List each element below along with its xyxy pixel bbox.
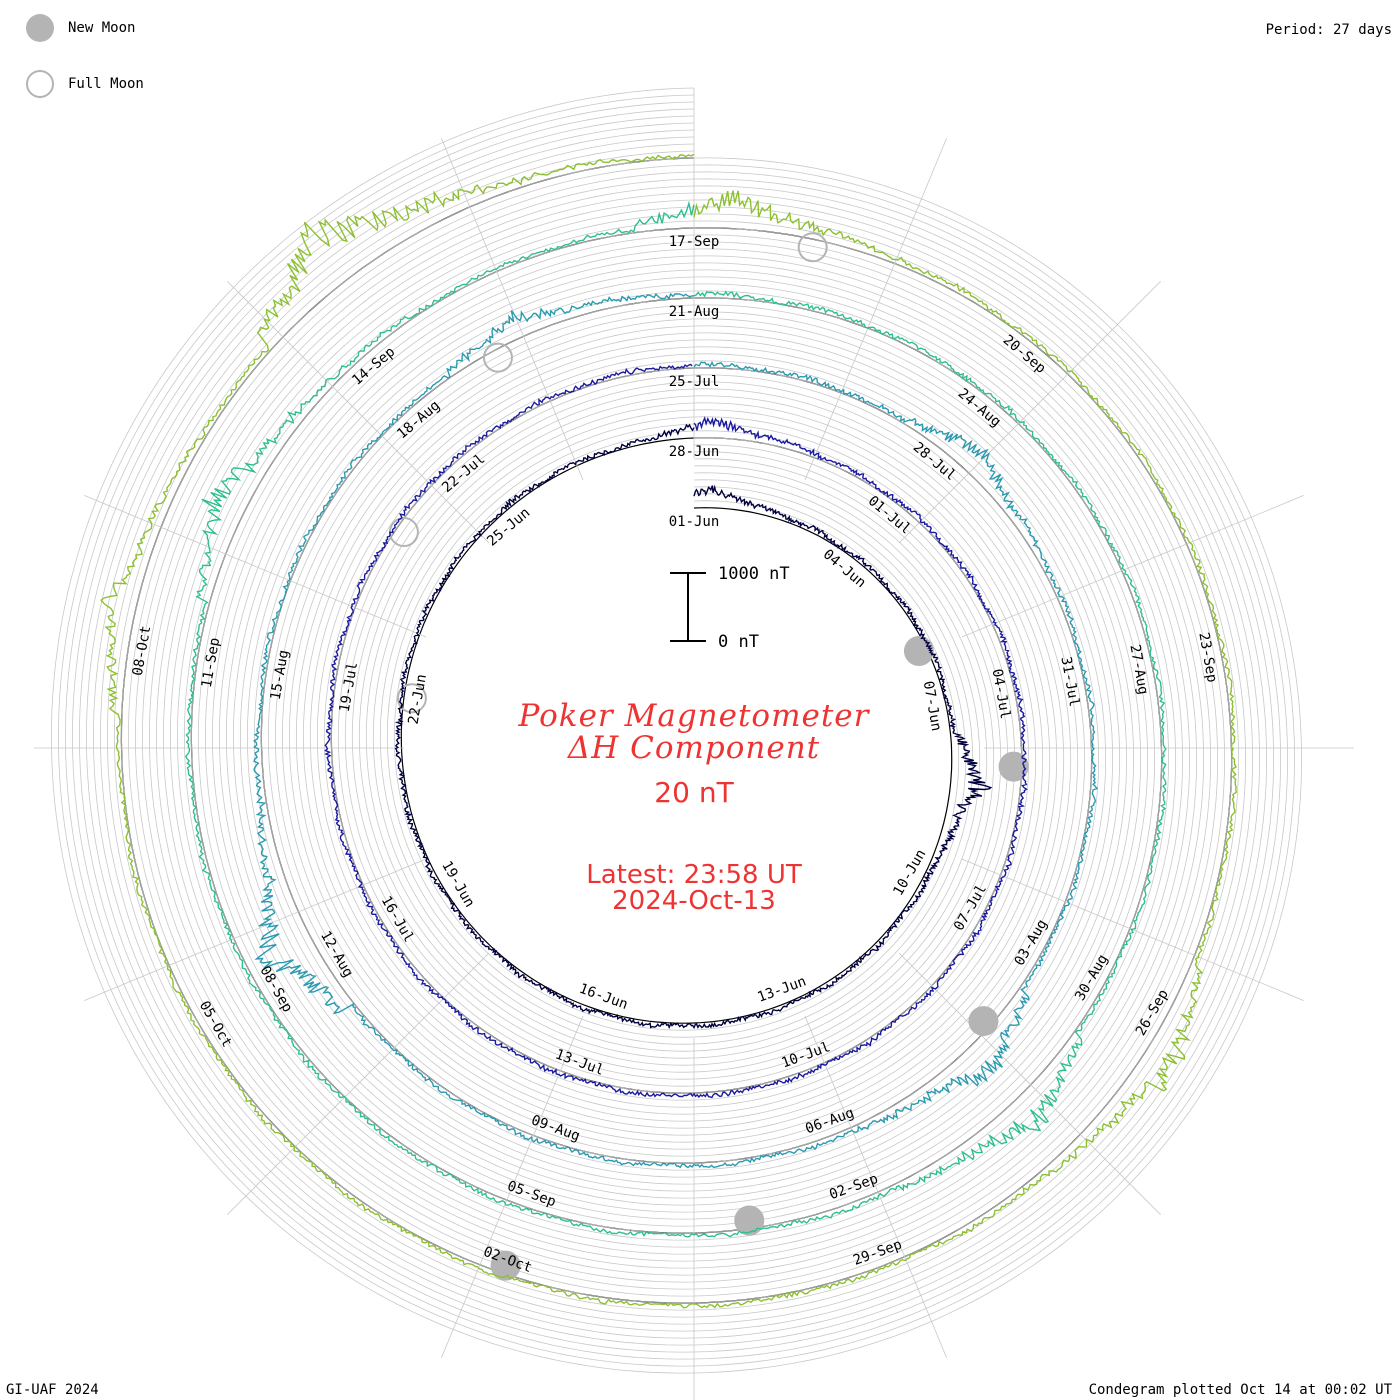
date-tick-label: 25-Jul: [669, 374, 720, 390]
chart-subtitle: ΔH Component: [567, 730, 821, 766]
full-moon-marker: [797, 232, 828, 263]
radial-spoke: [227, 952, 490, 1215]
trace-turn-4: [184, 200, 1167, 1238]
new-moon-marker: [968, 1006, 999, 1037]
date-tick-label: 25-Jun: [484, 505, 533, 550]
date-tick-label: 02-Sep: [827, 1171, 880, 1203]
latest-time: Latest: 23:58 UT: [586, 860, 802, 890]
date-tick-label: 27-Aug: [1126, 643, 1151, 696]
radial-spoke: [804, 1015, 947, 1358]
radial-spoke: [898, 952, 1161, 1215]
radial-spoke: [898, 281, 1161, 544]
date-tick-label: 15-Aug: [268, 649, 293, 702]
scale-bottom-label: 0 nT: [718, 632, 759, 652]
latest-date: 2024-Oct-13: [612, 886, 776, 916]
radial-spoke: [441, 138, 584, 481]
footer-plot-time: Condegram plotted Oct 14 at 00:02 UT: [1088, 1382, 1392, 1398]
trace-turn-1: [394, 423, 993, 1030]
chart-title: Poker Magnetometer: [518, 698, 870, 734]
date-tick-label: 11-Sep: [199, 637, 224, 690]
legend-new-moon: New Moon: [26, 14, 135, 42]
date-tick-label: 13-Jun: [755, 973, 808, 1005]
date-tick-label: 24-Aug: [955, 386, 1004, 431]
full-moon-marker: [396, 683, 427, 714]
trace-turn-3: [253, 292, 1099, 1169]
date-tick-label: 16-Jun: [577, 981, 630, 1013]
date-tick-label: 01-Jul: [865, 493, 914, 538]
scale-top-label: 1000 nT: [718, 564, 790, 584]
date-tick-label: 20-Sep: [1000, 332, 1049, 377]
date-tick-label: 01-Jun: [669, 514, 720, 530]
magnetometer-traces: [100, 153, 1238, 1309]
date-tick-label: 22-Jul: [439, 451, 488, 496]
scale-bar: 1000 nT 0 nT: [670, 564, 790, 652]
new-moon-label: New Moon: [68, 20, 136, 36]
date-tick-label: 28-Jun: [669, 444, 720, 460]
footer-credit: GI-UAF 2024: [6, 1382, 99, 1398]
date-tick-label: 08-Oct: [130, 624, 155, 677]
date-tick-label: 23-Sep: [1195, 631, 1220, 684]
date-tick-label: 17-Sep: [669, 234, 720, 250]
new-moon-marker: [490, 1250, 521, 1281]
radial-spoke: [227, 281, 490, 544]
resolution-label: 20 nT: [654, 776, 734, 809]
date-tick-label: 10-Jul: [779, 1039, 832, 1071]
legend-full-moon: Full Moon: [26, 70, 144, 98]
date-tick-label: 04-Jun: [820, 547, 869, 592]
date-tick-label: 28-Jul: [910, 439, 959, 484]
radial-spokes: [34, 88, 1354, 1400]
trace-turn-5: [100, 153, 1238, 1309]
full-moon-icon: [26, 70, 54, 98]
radial-spoke: [804, 138, 947, 481]
new-moon-marker: [998, 751, 1029, 782]
date-tick-label: 21-Aug: [669, 304, 720, 320]
new-moon-icon: [26, 14, 54, 42]
date-tick-label: 18-Aug: [394, 398, 443, 443]
period-label: Period: 27 days: [1265, 22, 1392, 38]
date-tick-label: 14-Sep: [349, 344, 398, 389]
radial-spoke: [84, 858, 427, 1001]
date-tick-label: 13-Jul: [553, 1047, 606, 1079]
radial-spoke: [84, 495, 427, 638]
new-moon-marker: [903, 635, 934, 666]
radial-spoke: [441, 1015, 584, 1358]
full-moon-marker: [482, 342, 513, 373]
full-moon-label: Full Moon: [68, 76, 144, 92]
trace-turn-2: [324, 363, 1028, 1099]
radial-spoke: [961, 495, 1304, 638]
